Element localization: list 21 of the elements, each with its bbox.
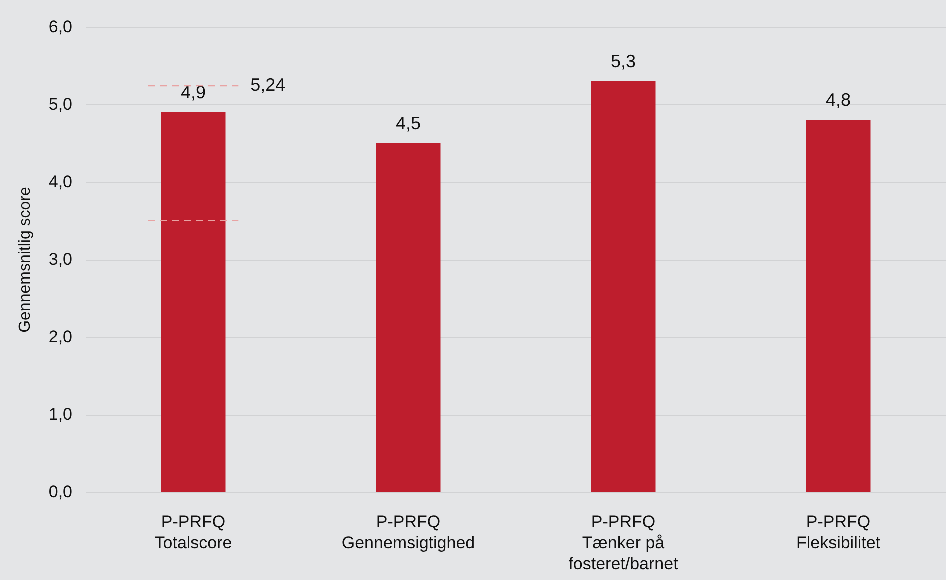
x-tick-label: P-PRFQ Gennemsigtighed	[342, 512, 476, 552]
bar	[161, 112, 226, 492]
y-tick-label: 2,0	[48, 328, 72, 346]
data-label: 5,3	[610, 51, 636, 72]
y-tick-label: 5,0	[48, 95, 72, 114]
y-axis-title: Gennemsnitlig score	[16, 186, 34, 333]
bar	[806, 120, 871, 492]
y-tick-label: 6,0	[48, 18, 72, 36]
data-label: 4,5	[396, 113, 422, 134]
y-tick-label: 1,0	[48, 405, 72, 424]
bar	[376, 143, 441, 492]
x-tick-label: P-PRFQ Tænker på fosteret/barnet	[568, 512, 679, 574]
x-tick-label: P-PRFQ Fleksibilitet	[796, 512, 881, 552]
x-tick-label: P-PRFQ Totalscore	[154, 512, 232, 552]
y-tick-label: 4,0	[48, 172, 72, 192]
bar	[591, 81, 656, 492]
ref-line-label: 5,24	[250, 74, 286, 95]
data-label: 4,8	[826, 90, 852, 110]
y-tick-label: 0,0	[48, 482, 72, 502]
y-tick-label: 3,0	[48, 250, 72, 269]
data-label: 4,9	[180, 82, 206, 102]
